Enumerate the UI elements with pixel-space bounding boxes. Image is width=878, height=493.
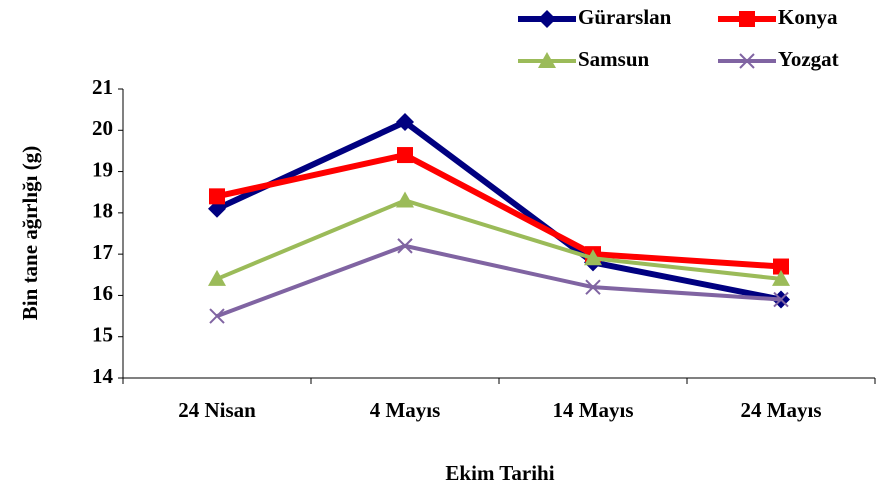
y-axis-title: Bin tane ağırlığı (g): [18, 146, 42, 320]
x-tick-label: 24 Nisan: [178, 398, 256, 422]
marker: [209, 308, 225, 324]
marker: [208, 269, 226, 286]
y-tick-label: 16: [92, 281, 113, 305]
y-tick-label: 21: [92, 75, 113, 99]
marker: [209, 188, 225, 205]
marker: [396, 113, 414, 132]
marker: [773, 291, 789, 308]
y-tick-label: 15: [92, 323, 113, 347]
marker: [585, 279, 601, 295]
x-tick-label: 24 Mayıs: [740, 398, 821, 422]
marker: [772, 269, 790, 286]
marker: [584, 249, 602, 266]
marker: [397, 147, 413, 164]
y-tick-label: 20: [92, 116, 113, 140]
legend-label: Yozgat: [778, 47, 839, 71]
marker: [739, 11, 755, 27]
series-line: [215, 119, 782, 303]
legend-label: Gürarslan: [578, 5, 672, 29]
series-line: [216, 243, 782, 318]
marker: [396, 191, 414, 208]
legend-label: Samsun: [578, 47, 650, 71]
marker: [397, 238, 413, 254]
y-tick-label: 19: [92, 157, 113, 181]
y-tick-label: 17: [92, 240, 113, 264]
y-tick-label: 14: [92, 364, 114, 388]
x-tick-label: 14 Mayıs: [552, 398, 633, 422]
marker: [773, 258, 789, 275]
x-tick-label: 4 Mayıs: [370, 398, 441, 422]
series-line: [216, 198, 782, 281]
series-line: [216, 152, 782, 270]
marker: [538, 10, 556, 28]
marker: [739, 53, 755, 69]
x-axis-title: Ekim Tarihi: [445, 461, 554, 485]
marker: [538, 52, 556, 68]
y-tick-label: 18: [92, 199, 113, 223]
legend-label: Konya: [778, 5, 838, 29]
